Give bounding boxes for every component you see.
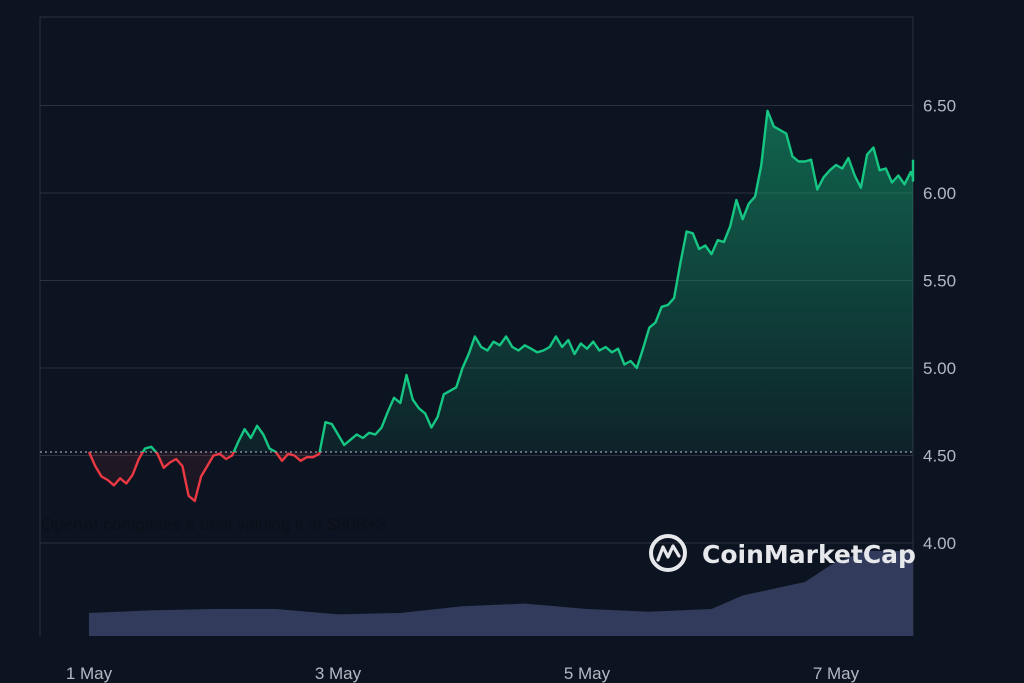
x-tick-label-0: 1 May [66, 664, 113, 683]
price-line-up [89, 109, 915, 452]
y-axis-ticks: 4.00 4.50 5.00 5.50 6.00 6.50 [923, 97, 956, 554]
y-tick-label-1: 4.50 [923, 447, 956, 466]
chart-annotation: OpenAI completes a deal valuing it at $8… [41, 515, 386, 534]
y-tick-label-0: 4.00 [923, 534, 956, 553]
price-area [89, 110, 913, 501]
y-tick-label-3: 5.50 [923, 272, 956, 291]
x-tick-label-3: 7 May [813, 664, 860, 683]
volume-series [89, 551, 913, 636]
x-axis-ticks: 1 May 3 May 5 May 7 May [66, 664, 860, 683]
y-tick-label-4: 6.00 [923, 184, 956, 203]
x-tick-label-1: 3 May [315, 664, 362, 683]
price-line [87, 109, 915, 503]
x-tick-label-2: 5 May [564, 664, 611, 683]
volume-area [89, 551, 913, 636]
price-area-up [89, 110, 913, 452]
y-tick-label-2: 5.00 [923, 359, 956, 378]
watermark-text: CoinMarketCap [702, 540, 916, 569]
price-area-down [89, 452, 913, 501]
coinmarketcap-logo-icon [649, 534, 687, 572]
coinmarketcap-watermark: CoinMarketCap [649, 534, 916, 572]
y-tick-label-5: 6.50 [923, 97, 956, 116]
